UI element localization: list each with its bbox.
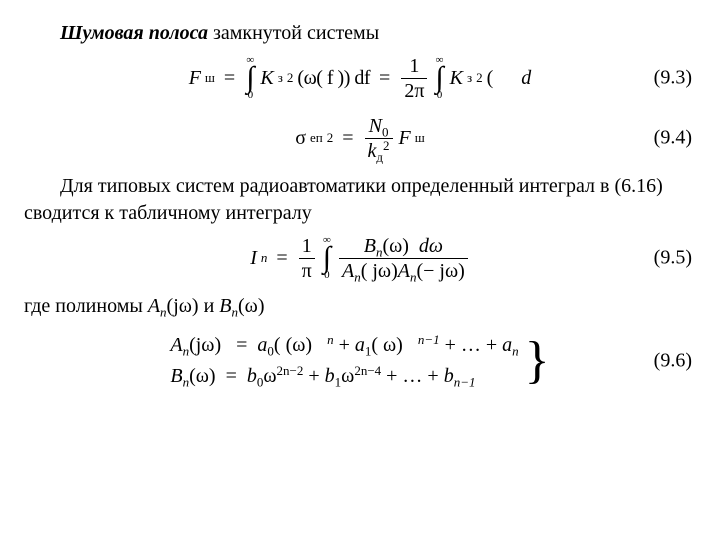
para-3: где полиномы An(jω) и Bn(ω) [24,293,696,320]
eqnum-9-4: (9.4) [654,125,692,152]
eqnum-9-3: (9.3) [654,65,692,92]
equation-9-5: In = 1 π ∞ ∫ 0 Bn(ω) dω An( jω)An(− jω) [24,233,696,283]
para-1: Шумовая полоса замкнутой системы [24,20,696,47]
eq-9-5-body: In = 1 π ∞ ∫ 0 Bn(ω) dω An( jω)An(− jω) [250,235,470,282]
para-1-rest: замкнутой системы [208,22,379,44]
eqnum-9-6: (9.6) [654,348,692,375]
sigma: σ [295,125,306,152]
sym-K2: K [450,65,463,92]
eq-9-6-line1: An(jω) = a0( (ω) n + a1( ω) n−1 + … + an [170,332,518,359]
equation-9-6: An(jω) = a0( (ω) n + a1( ω) n−1 + … + an… [24,326,696,396]
frac-1-pi: 1 π [299,235,315,282]
p3-c: (jω) и [167,295,220,317]
arg1: (ω( f )) df [297,65,370,92]
arg2-open: ( [487,65,494,92]
p3-a: где полиномы [24,295,148,317]
tail-d: d [521,65,531,92]
para-2: Для типовых систем радиоавтоматики опред… [24,173,696,227]
sym-F: F [189,65,201,92]
p3-e: (ω) [238,295,264,317]
p3-An: A [148,295,160,317]
sym-Fsh: F [399,125,411,152]
sym-I: I [250,245,257,272]
page-root: Шумовая полоса замкнутой системы Fш = ∞ … [0,0,720,540]
eqnum-9-5: (9.5) [654,245,692,272]
frac-1-over-2pi: 1 2π [401,55,427,102]
integral-3: ∞ ∫ 0 [323,236,331,280]
closing-brace-icon: } [525,338,550,385]
p3-Bn: B [219,295,231,317]
integral-1: ∞ ∫ 0 [246,56,254,100]
eq-9-3-body: Fш = ∞ ∫ 0 Kз2 (ω( f )) df = 1 2π ∞ ∫ 0 … [189,55,532,102]
sym-K1: K [260,65,273,92]
equation-9-4: σеп2 = N0 kд2 Fш (9.4) [24,113,696,163]
eq-9-6-body: An(jω) = a0( (ω) n + a1( ω) n−1 + … + an… [170,332,549,390]
integral-2: ∞ ∫ 0 [435,56,443,100]
para-1-emph: Шумовая полоса [60,22,208,44]
eq-9-6-line2: Bn(ω) = b0ω2n−2 + b1ω2n−4 + … + bn−1 [170,363,475,390]
equation-9-3: Fш = ∞ ∫ 0 Kз2 (ω( f )) df = 1 2π ∞ ∫ 0 … [24,53,696,103]
eq-9-4-body: σеп2 = N0 kд2 Fш [295,115,425,162]
frac-N0-kd2: N0 kд2 [365,115,393,162]
frac-Bn-AnAn: Bn(ω) dω An( jω)An(− jω) [339,235,468,282]
